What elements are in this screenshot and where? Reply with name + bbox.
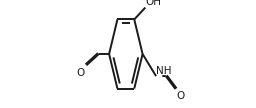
Text: O: O bbox=[177, 91, 185, 101]
Text: OH: OH bbox=[146, 0, 162, 7]
Text: O: O bbox=[77, 68, 85, 78]
Text: NH: NH bbox=[156, 66, 172, 76]
